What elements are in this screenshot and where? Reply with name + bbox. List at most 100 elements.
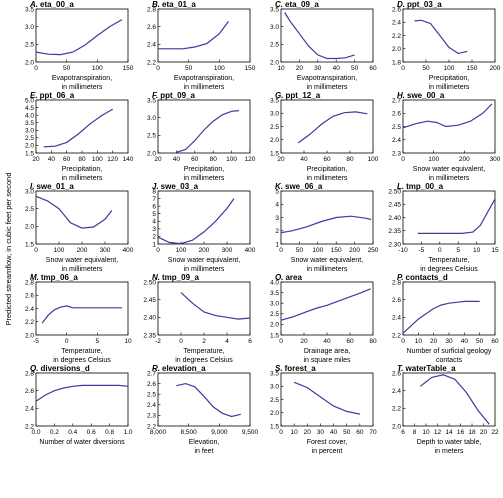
y-tick-label: 1.5 [270, 332, 279, 339]
panel-name: tmp_00_a [406, 182, 443, 191]
panel-title: S. forest_a [275, 364, 316, 373]
x-axis-label: Depth to water table, [417, 439, 482, 446]
x-tick-label: 15 [491, 247, 499, 254]
y-tick-label: 2.2 [25, 423, 34, 430]
y-tick-label: 2.0 [270, 59, 279, 66]
x-axis-label: in degrees Celsius [53, 357, 111, 364]
y-tick-label: 3.5 [147, 97, 156, 104]
y-tick-label: 2.8 [25, 279, 34, 286]
plot-frame [35, 190, 129, 245]
x-tick-label: 70 [369, 429, 377, 436]
x-tick-label: 300 [100, 247, 111, 254]
panel-letter: P. [397, 273, 404, 282]
x-tick-label: 9,500 [242, 429, 259, 436]
y-tick-label: 2.0 [25, 59, 34, 66]
x-tick-label: 100 [444, 65, 455, 72]
x-axis-label: in millimeters [62, 175, 103, 182]
x-axis-label: Number of water diversions [39, 439, 125, 446]
x-tick-label: 0 [179, 338, 183, 345]
plot-frame [35, 372, 129, 427]
y-tick-label: 4.5 [25, 105, 34, 112]
panel-forest_a: S. forest_a 0 10 20 30 40 50 60 70 1.5 2.0 2.5 3.0 3.5… [270, 364, 377, 455]
y-tick-label: 2.5 [392, 124, 401, 131]
y-tick-label: 2.7 [392, 97, 401, 104]
x-tick-label: 0 [279, 429, 283, 436]
plot-frame [157, 281, 251, 336]
panel-title: N. tmp_09_a [152, 273, 199, 282]
x-axis-label: Drainage area, [304, 348, 350, 355]
panel-letter: C. [275, 0, 283, 9]
y-tick-label: 2.35 [388, 228, 401, 235]
x-tick-label: 60 [491, 338, 499, 345]
panel-ppt_03_a: D. ppt_03_a 0 50 100 150 200 1.8 2.0 2.2 2.4 2.6 Pre… [392, 0, 501, 91]
panel-title: O. area [275, 273, 302, 282]
panel-eta_00_a: A. eta_00_a 0 50 100 150 2.0 2.5 3.0 3.5 Evapotran… [25, 0, 134, 91]
x-axis-label: in millimeters [184, 266, 225, 273]
panel-letter: L. [397, 182, 404, 191]
panel-title: B. eta_01_a [152, 0, 196, 9]
y-tick-label: 4.0 [270, 279, 279, 286]
series-line [41, 305, 122, 324]
y-tick-label: 2.4 [147, 402, 156, 409]
y-tick-label: 2.40 [143, 315, 156, 322]
x-tick-label: 50 [296, 247, 304, 254]
panel-letter: O. [275, 273, 283, 282]
panel-name: eta_01_a [162, 0, 196, 9]
y-tick-label: 2.30 [388, 241, 401, 248]
x-tick-label: 80 [346, 156, 354, 163]
panel-area: O. area 0 20 40 60 80 1.5 2.0 2.5 3.0 3.5 4.0 Drainag… [270, 273, 377, 364]
x-tick-label: 80 [210, 156, 218, 163]
x-tick-label: 5 [96, 338, 100, 345]
y-tick-label: 2.0 [392, 46, 401, 53]
plot-frame [35, 281, 129, 336]
y-tick-label: 2.5 [270, 42, 279, 49]
y-tick-label: 2.4 [25, 406, 34, 413]
x-tick-label: 40 [333, 65, 341, 72]
x-tick-label: 50 [185, 65, 193, 72]
y-tick-label: 5 [152, 211, 156, 218]
x-axis-label: Snow water equivalent, [291, 257, 363, 264]
x-axis-label: in millimeters [307, 84, 348, 91]
plot-frame [35, 99, 129, 154]
y-tick-label: 2.0 [25, 224, 34, 231]
panel-name: diversions_d [40, 364, 89, 373]
panel-name: eta_09_a [285, 0, 319, 9]
panel-name: contacts_d [406, 273, 448, 282]
y-tick-label: 2.3 [392, 150, 401, 157]
y-tick-label: 3.0 [25, 188, 34, 195]
y-tick-label: 2.4 [25, 306, 34, 313]
x-tick-label: 50 [422, 65, 430, 72]
y-tick-label: 2.2 [147, 423, 156, 430]
x-tick-label: 0 [279, 338, 283, 345]
y-tick-label: 4 [152, 219, 156, 226]
x-tick-label: 120 [107, 156, 118, 163]
y-tick-label: 4 [275, 202, 279, 209]
x-tick-label: 0.8 [105, 429, 114, 436]
x-tick-label: 1.0 [123, 429, 132, 436]
x-tick-label: 150 [331, 247, 342, 254]
x-tick-label: 22 [491, 429, 499, 436]
y-tick-label: 2.4 [147, 42, 156, 49]
plot-frame [280, 99, 374, 154]
plot-frame [280, 8, 374, 63]
y-tick-label: 2.5 [270, 311, 279, 318]
panel-letter: I. [30, 182, 34, 191]
y-tick-label: 3 [275, 215, 279, 222]
x-tick-label: 60 [191, 156, 199, 163]
panel-title: I. swe_01_a [30, 182, 74, 191]
x-tick-label: 50 [476, 338, 484, 345]
y-tick-label: 3 [152, 226, 156, 233]
x-axis-label: Temperature, [183, 348, 224, 355]
y-tick-label: 2.6 [392, 111, 401, 118]
x-tick-label: 100 [176, 247, 187, 254]
plot-frame [402, 281, 496, 336]
panel-tmp_06_a: M. tmp_06_a -5 0 5 10 2.0 2.2 2.4 2.6 2.8 Temperatu… [25, 273, 132, 364]
x-tick-label: 20 [300, 338, 308, 345]
x-tick-label: 0 [65, 338, 69, 345]
x-tick-label: 8,500 [181, 429, 198, 436]
panel-diversions_d: Q. diversions_d 0.0 0.2 0.4 0.6 0.8 1.0 2.2 2.4 2.… [25, 364, 133, 446]
y-tick-label: 1.5 [25, 241, 34, 248]
panel-name: swe_00_a [407, 91, 445, 100]
panel-letter: D. [397, 0, 405, 9]
y-tick-label: 2.6 [25, 293, 34, 300]
